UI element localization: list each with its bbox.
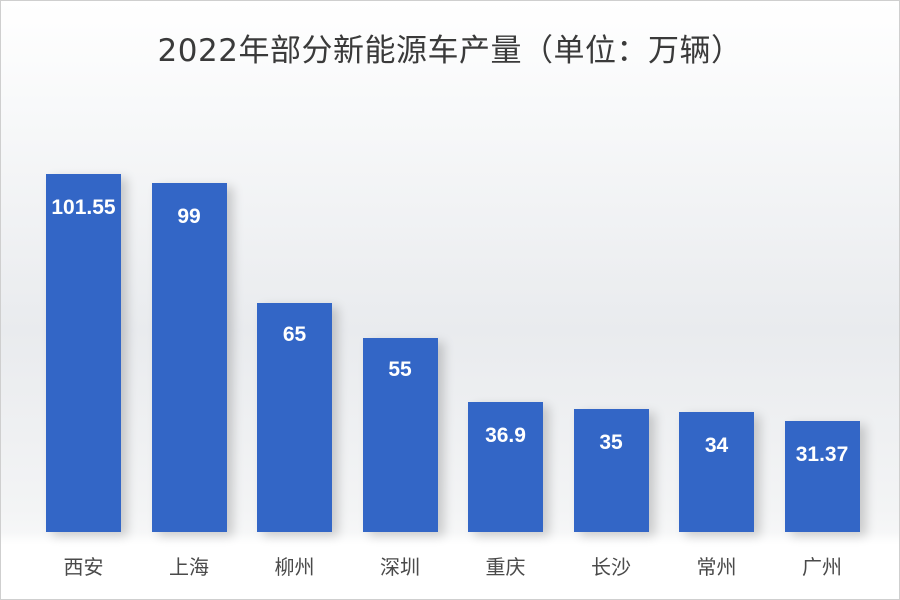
bar-value-label: 101.55 — [51, 196, 116, 219]
bar: 35 — [573, 409, 649, 532]
category-label: 重庆 — [485, 555, 526, 579]
bar-value-label: 55 — [388, 358, 412, 381]
chart-title: 2022年部分新能源车产量（单位：万辆） — [157, 33, 743, 69]
bar: 101.55 — [46, 174, 121, 532]
bar-value-label: 99 — [177, 205, 201, 228]
category-label: 常州 — [696, 555, 737, 579]
bar-value-label: 34 — [704, 434, 729, 457]
bar-value-label: 65 — [282, 323, 307, 346]
bar: 65 — [257, 303, 332, 532]
bar-value-label: 35 — [599, 431, 623, 454]
category-label: 广州 — [802, 555, 842, 579]
bar: 36.9 — [468, 402, 543, 532]
category-label: 柳州 — [274, 555, 315, 579]
bar: 55 — [362, 338, 438, 532]
bar: 34 — [679, 412, 754, 532]
category-label: 深圳 — [380, 555, 420, 579]
category-label: 长沙 — [591, 555, 631, 579]
bar-value-label: 31.37 — [795, 443, 849, 466]
category-label: 西安 — [63, 555, 104, 579]
bar: 99 — [151, 183, 227, 532]
chart-floor — [1, 532, 899, 599]
bar: 31.37 — [784, 421, 860, 532]
bar-value-label: 36.9 — [485, 424, 526, 447]
category-label: 上海 — [169, 555, 209, 579]
